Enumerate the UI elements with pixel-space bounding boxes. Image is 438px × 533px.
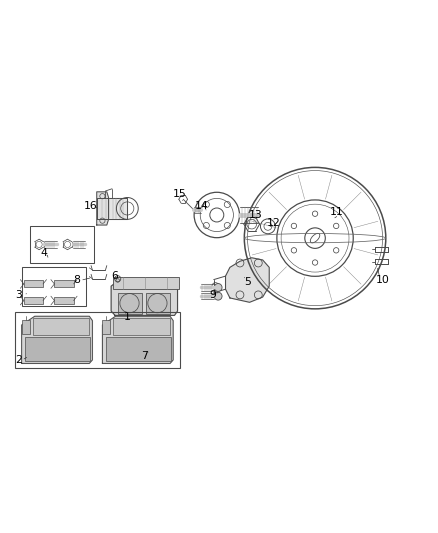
Text: 6: 6 xyxy=(111,271,118,281)
Bar xyxy=(30,226,94,263)
Bar xyxy=(14,312,180,368)
Text: 5: 5 xyxy=(244,277,251,287)
Polygon shape xyxy=(102,316,173,364)
Polygon shape xyxy=(97,192,109,225)
Polygon shape xyxy=(21,316,92,364)
Bar xyxy=(118,293,142,313)
Bar xyxy=(21,320,29,334)
Bar xyxy=(54,297,74,304)
Text: 11: 11 xyxy=(330,207,344,217)
Text: 16: 16 xyxy=(83,201,97,211)
Circle shape xyxy=(214,292,222,300)
Bar xyxy=(21,268,86,306)
Bar xyxy=(54,280,74,287)
Polygon shape xyxy=(97,198,127,220)
Bar xyxy=(32,318,89,335)
Text: 1: 1 xyxy=(124,312,131,322)
Text: 13: 13 xyxy=(249,210,263,220)
Text: 12: 12 xyxy=(267,218,280,228)
Text: 9: 9 xyxy=(209,290,216,300)
Bar xyxy=(24,297,43,304)
Text: 7: 7 xyxy=(141,351,148,361)
Text: 10: 10 xyxy=(376,274,390,285)
Bar xyxy=(106,337,170,361)
Bar xyxy=(146,293,170,313)
Text: 15: 15 xyxy=(173,189,187,199)
Bar xyxy=(113,277,179,289)
Bar xyxy=(24,280,43,287)
Text: 14: 14 xyxy=(194,201,208,211)
Bar xyxy=(113,318,170,335)
Text: 2: 2 xyxy=(15,356,21,365)
Polygon shape xyxy=(226,258,269,302)
Bar xyxy=(102,320,110,334)
Text: 4: 4 xyxy=(41,248,48,259)
Text: 3: 3 xyxy=(15,290,21,300)
Bar xyxy=(25,337,90,361)
Polygon shape xyxy=(111,283,177,316)
Text: 8: 8 xyxy=(74,276,81,286)
Circle shape xyxy=(214,284,222,292)
